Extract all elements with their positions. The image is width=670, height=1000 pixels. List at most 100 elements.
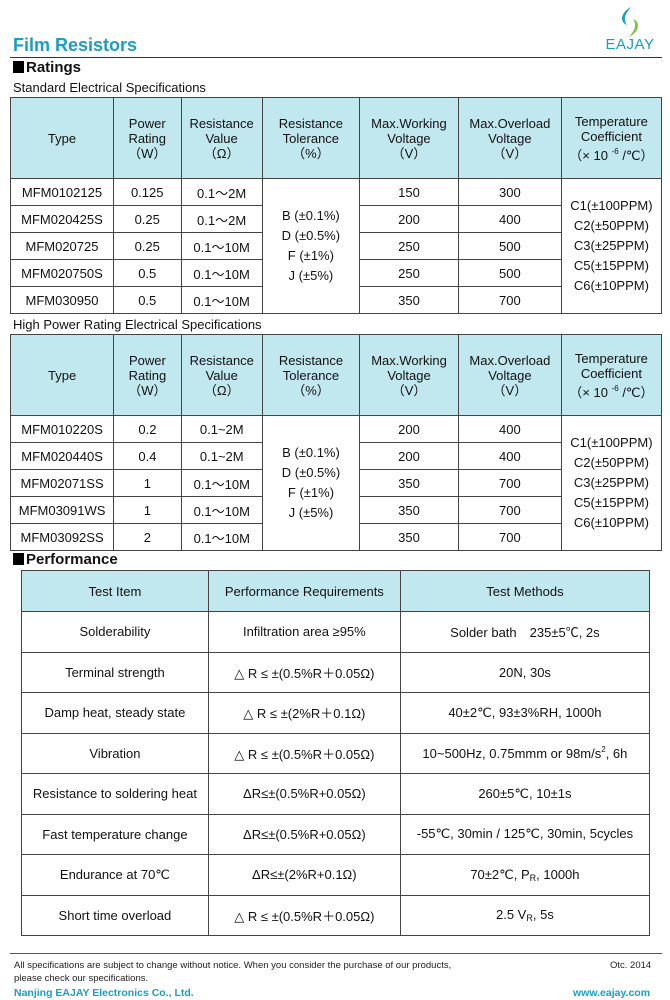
table-cell: 0.1～10M xyxy=(180,523,263,551)
high-power-caption: High Power Rating Electrical Specificati… xyxy=(13,317,262,332)
column-header: Temperature Coefficient （× 10 -6 /℃） xyxy=(560,334,663,416)
text-part: 70±2℃, P xyxy=(470,866,530,882)
header-line: Max.Working xyxy=(371,115,447,131)
table-cell: 0.1~2M xyxy=(180,415,263,443)
table-row: MFM0102125 0.125 0.1～2M B (±0.1%) D (±0.5%) F… xyxy=(10,178,663,314)
table-cell: 700 xyxy=(457,286,562,314)
table-row: Resistance to soldering heat ΔR≤±(0.5%R+0… xyxy=(21,773,651,815)
table-row: Endurance at 70℃ ΔR≤±(2%R+0.1Ω) 70±2℃, PR,… xyxy=(21,854,651,896)
header-line: Tolerance xyxy=(282,367,340,383)
text-part: （× 10 xyxy=(569,384,612,400)
tolerance-option: D (±0.5%) xyxy=(281,228,341,243)
header-row: Test Item Performance Requirements Test Me… xyxy=(21,570,651,612)
column-header: Max.Working Voltage （V） xyxy=(359,97,459,179)
table-cell: 0.4 xyxy=(113,442,182,470)
subscript: R xyxy=(526,913,533,924)
table-cell: 500 xyxy=(457,232,562,260)
header-line: Power xyxy=(128,352,166,368)
header-line: （V） xyxy=(391,382,427,398)
temp-coefficient-option: C5(±15PPM) xyxy=(573,495,649,510)
table-cell: 300 xyxy=(457,178,562,206)
logo-text: EAJAY xyxy=(605,36,655,53)
column-header: Resistance Value （Ω） xyxy=(180,97,263,179)
performance-table: Test Item Performance Requirements Test Me… xyxy=(21,570,651,936)
header-line: Value xyxy=(205,367,238,383)
header-line: Type xyxy=(47,367,77,383)
footer-website[interactable]: www.eajay.com xyxy=(573,987,651,999)
table-cell: Infiltration area ≥95% xyxy=(207,611,401,653)
table-row: Solderability Infiltration area ≥95% Solde… xyxy=(21,611,651,653)
table-cell: 500 xyxy=(457,259,562,287)
table-cell: 700 xyxy=(457,469,562,497)
table-cell: 400 xyxy=(457,205,562,233)
square-bullet-icon xyxy=(13,61,24,73)
header-line: （Ω） xyxy=(203,382,240,398)
high-power-spec-table: Type Power Rating （W） Resistance Value （Ω） Resi… xyxy=(9,334,663,551)
table-cell: 0.5 xyxy=(112,259,182,287)
table-cell: 260±5℃, 10±1s xyxy=(399,773,651,815)
column-header: Power Rating （W） xyxy=(112,97,182,179)
table-cell: MFM030950 xyxy=(10,286,114,314)
table-cell: MFM020750S xyxy=(10,259,114,287)
tolerance-option: F (±1%) xyxy=(287,248,334,263)
table-cell: 150 xyxy=(359,178,459,206)
table-cell: 0.5 xyxy=(112,286,182,314)
footer-notice-line2: please check our specifications. xyxy=(14,973,149,984)
text-part: /℃） xyxy=(618,147,654,163)
text-part: , 1000h xyxy=(536,866,580,882)
table-cell: Resistance to soldering heat xyxy=(21,773,209,815)
header-line: Rating xyxy=(128,367,167,383)
header-line: Rating xyxy=(128,130,167,146)
table-cell: 350 xyxy=(359,523,459,551)
table-cell: 0.1～10M xyxy=(180,286,263,314)
table-row: MFM030950 0.5 0.1～10M 350 700 xyxy=(10,286,662,314)
text-part: 2.5 V xyxy=(496,907,527,923)
table-cell: 350 xyxy=(359,469,459,497)
supscript: -6 xyxy=(611,383,619,393)
header-line: Resistance xyxy=(189,352,254,368)
table-cell: 1 xyxy=(113,496,182,524)
tolerance-option: F (±1%) xyxy=(287,485,335,500)
header-line: Resistance xyxy=(278,115,344,131)
table-row: Short time overload △ R ≤ ±(0.5%R＋0.05Ω) 2… xyxy=(21,894,651,936)
subscript: R xyxy=(529,872,537,883)
table-row: Vibration △ R ≤ ±(0.5%R＋0.05Ω) 10~500Hz, 0… xyxy=(21,732,651,774)
footer-divider xyxy=(10,953,662,954)
header-line: （V） xyxy=(492,382,528,398)
temp-coefficient-option: C6(±10PPM) xyxy=(573,278,649,293)
column-header: Resistance Tolerance （%） xyxy=(261,334,361,416)
header-line: Max.Overload xyxy=(469,115,551,131)
table-cell: Short time overload xyxy=(21,894,209,936)
table-cell: 10~500Hz, 0.75mmm or 98m/s2, 6h xyxy=(399,732,651,774)
header-line: Resistance xyxy=(189,115,254,131)
header-line: Coefficient xyxy=(580,365,642,381)
temp-coefficient-cell: C1(±100PPM) C2(±50PPM) C3(±25PPM) C5(±15PPM… xyxy=(560,178,663,314)
header-line: （%） xyxy=(292,382,330,398)
temp-coefficient-cell: C1(±100PPM) C2(±50PPM) C3(±25PPM) C5(±15PPM… xyxy=(560,415,663,551)
table-row: Terminal strength △ R ≤ ±(0.5%R＋0.05Ω) 20N… xyxy=(21,651,651,693)
table-row: MFM020440S 0.4 0.1~2M 200 400 xyxy=(9,442,662,470)
table-row: MFM03092SS 2 0.1～10M 350 700 xyxy=(9,523,662,551)
table-row: MFM03091WS 1 0.1～10M 350 700 xyxy=(9,496,662,524)
header-line: （%） xyxy=(292,145,330,161)
text-part: /℃） xyxy=(618,384,654,400)
header-line: Voltage xyxy=(488,367,532,383)
table-cell: Vibration xyxy=(21,732,209,774)
text-part: , 6h xyxy=(605,746,628,762)
standard-spec-table: Type Power Rating （W） Resistance Value （Ω） Resi… xyxy=(10,97,663,314)
header-line: Temperature xyxy=(574,113,648,129)
table-cell: ΔR≤±(0.5%R+0.05Ω) xyxy=(207,813,401,855)
header-line: Max.Working xyxy=(371,352,447,368)
page-title: Film Resistors xyxy=(13,35,138,55)
table-cell: Endurance at 70℃ xyxy=(21,854,209,896)
table-cell: MFM03091WS xyxy=(9,496,115,524)
table-cell: 400 xyxy=(457,442,562,470)
table-cell: 200 xyxy=(359,415,459,443)
column-header: Power Rating （W） xyxy=(113,334,182,416)
table-cell: 0.1～10M xyxy=(180,259,263,287)
header-line: Value xyxy=(205,130,238,146)
table-cell: Damp heat, steady state xyxy=(21,692,209,734)
tolerance-cell: B (±0.1%) D (±0.5%) F (±1%) J (±5%) xyxy=(261,178,361,314)
header-line: Power xyxy=(128,115,166,131)
header-line: （W） xyxy=(128,382,167,398)
